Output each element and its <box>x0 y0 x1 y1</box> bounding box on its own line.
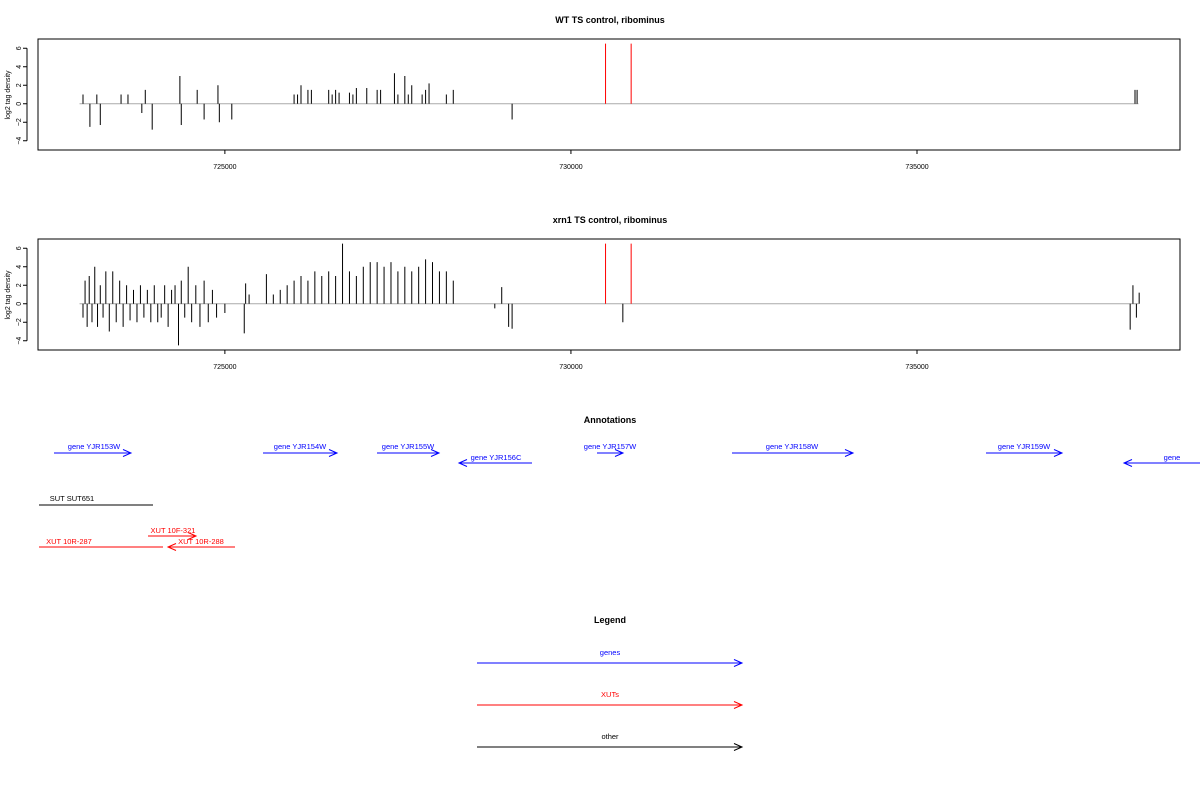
annotation-label: gene YJR154W <box>274 442 327 451</box>
legend-item-label: other <box>601 732 619 741</box>
xrn1-y-tick-label: 0 <box>16 302 23 306</box>
wt-panel-title: WT TS control, ribominus <box>555 15 665 25</box>
annotation-feature-arrowhead <box>166 543 177 551</box>
annotation-feature-arrowhead <box>844 449 855 457</box>
annotation-label: gene YJR158W <box>766 442 819 451</box>
xrn1-y-tick-label: 4 <box>16 265 23 269</box>
xrn1-x-tick-label: 730000 <box>559 364 582 371</box>
annotation-feature-arrowhead <box>328 449 339 457</box>
annotation-label: SUT SUT651 <box>50 494 94 503</box>
legend-item-arrowhead <box>733 659 744 667</box>
annotation-feature-arrowhead <box>187 532 198 540</box>
annotation-label: gene YJR153W <box>68 442 121 451</box>
xrn1-y-tick-label: −2 <box>16 318 23 326</box>
xrn1-y-tick-label: −4 <box>16 337 23 345</box>
annotation-label: gene YJR155W <box>382 442 435 451</box>
legend-title: Legend <box>594 615 626 625</box>
annotation-label: gene YJR156C <box>471 453 522 462</box>
legend-item-arrowhead <box>733 701 744 709</box>
annotation-feature-arrowhead <box>1122 459 1133 467</box>
wt-y-tick-label: −4 <box>16 137 23 145</box>
annotation-label: gene <box>1164 453 1181 462</box>
annotations-track: Annotations gene YJR153W gene YJR154W gene… <box>39 415 1200 551</box>
wt-panel: WT TS control, ribominus log2 tag densit… <box>5 15 1181 171</box>
xrn1-y-tick-label: 6 <box>16 246 23 250</box>
annotation-label: XUT 10R-288 <box>178 537 224 546</box>
xrn1-x-tick-label: 735000 <box>905 364 928 371</box>
xrn1-bars <box>79 243 1140 346</box>
wt-y-tick-label: 4 <box>16 65 23 69</box>
wt-y-tick-label: 2 <box>16 83 23 87</box>
annotation-feature-arrowhead <box>1053 449 1064 457</box>
wt-x-tick-label: 735000 <box>905 164 928 171</box>
xrn1-plot-frame <box>37 238 1181 351</box>
annotation-label: gene YJR159W <box>998 442 1051 451</box>
xrn1-x-tick-label: 725000 <box>213 364 236 371</box>
annotation-feature-arrowhead <box>122 449 133 457</box>
xrn1-y-tick-label: 2 <box>16 283 23 287</box>
xrn1-panel: xrn1 TS control, ribominus log2 tag dens… <box>5 215 1181 371</box>
annotation-feature-arrowhead <box>614 449 625 457</box>
wt-y-axis-label: log2 tag density <box>5 70 12 120</box>
xrn1-panel-title: xrn1 TS control, ribominus <box>553 215 668 225</box>
legend: Legend genes XUTs other <box>477 615 744 751</box>
wt-bars <box>79 43 1139 130</box>
xrn1-y-axis-label: log2 tag density <box>5 270 12 320</box>
annotation-feature-arrowhead <box>457 459 468 467</box>
wt-y-tick-label: −2 <box>16 118 23 126</box>
annotation-feature-arrowhead <box>430 449 441 457</box>
annotation-label: gene YJR157W <box>584 442 637 451</box>
wt-x-tick-label: 725000 <box>213 164 236 171</box>
wt-y-tick-label: 6 <box>16 46 23 50</box>
legend-item-arrowhead <box>733 743 744 751</box>
wt-y-tick-label: 0 <box>16 102 23 106</box>
wt-x-tick-label: 730000 <box>559 164 582 171</box>
annotations-title: Annotations <box>584 415 637 425</box>
wt-plot-frame <box>37 38 1181 151</box>
annotation-label: XUT 10F-321 <box>151 526 196 535</box>
annotation-label: XUT 10R-287 <box>46 537 92 546</box>
legend-item-label: genes <box>600 648 621 657</box>
legend-item-label: XUTs <box>601 690 619 699</box>
